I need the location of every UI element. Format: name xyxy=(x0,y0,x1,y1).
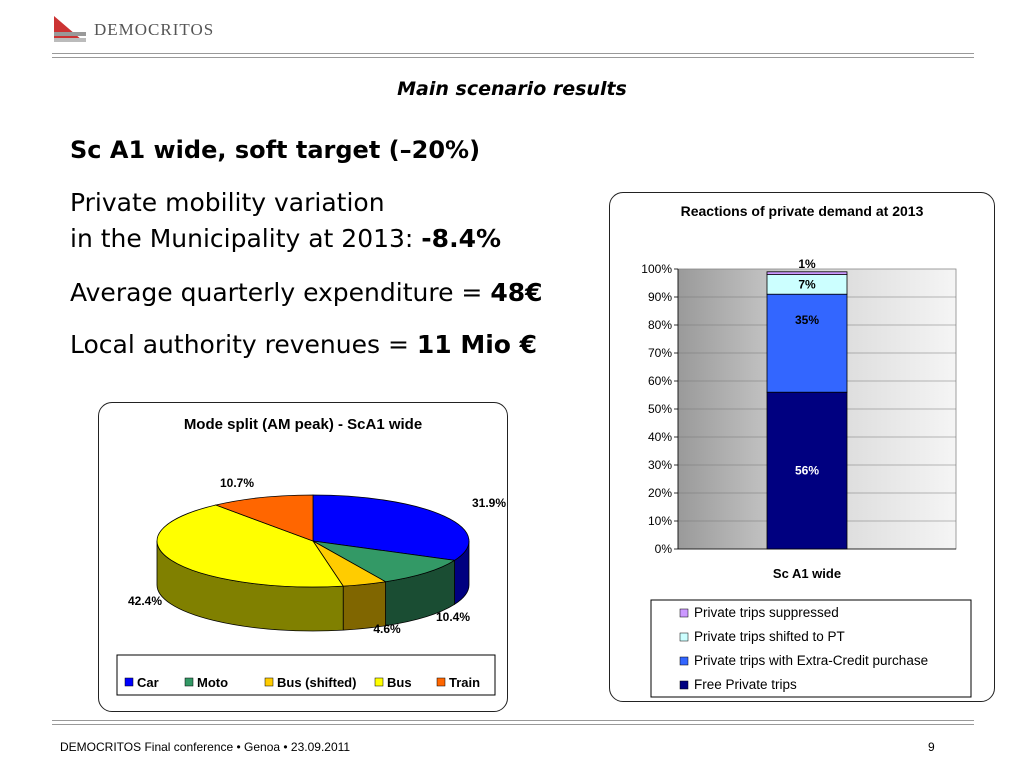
y-tick-label: 20% xyxy=(648,486,672,500)
y-tick-label: 40% xyxy=(648,430,672,444)
legend-label: Bus xyxy=(387,675,412,690)
revenues-value: 11 Mio € xyxy=(416,330,538,359)
legend-label: Private trips suppressed xyxy=(694,605,839,620)
legend-label: Free Private trips xyxy=(694,677,797,692)
y-tick-label: 30% xyxy=(648,458,672,472)
bar-data-label: 1% xyxy=(798,257,816,271)
legend-swatch xyxy=(679,608,689,618)
expenditure-line: Average quarterly expenditure = 48€ xyxy=(70,278,543,307)
y-tick-label: 80% xyxy=(648,318,672,332)
legend-swatch xyxy=(374,677,384,687)
pie-data-label: 10.4% xyxy=(436,610,470,624)
legend-swatch xyxy=(184,677,194,687)
pie-slice-bus xyxy=(156,504,344,588)
legend-swatch xyxy=(124,677,134,687)
expenditure-value: 48€ xyxy=(490,278,543,307)
y-tick-label: 90% xyxy=(648,290,672,304)
y-tick-label: 0% xyxy=(655,542,673,556)
democritos-logo xyxy=(54,16,86,42)
bar-data-label: 7% xyxy=(798,277,816,291)
bar-segment-free-private-trips xyxy=(766,391,848,550)
pie-data-label: 31.9% xyxy=(472,496,506,510)
y-tick-label: 100% xyxy=(641,262,672,276)
logo-text: DEMOCRITOS xyxy=(94,20,215,39)
pie-data-label: 10.7% xyxy=(220,476,254,490)
footer-divider xyxy=(52,720,974,725)
page-number: 9 xyxy=(928,740,935,754)
scenario-heading: Sc A1 wide, soft target (–20%) xyxy=(70,136,481,164)
legend-label: Train xyxy=(449,675,480,690)
private-demand-chart: Reactions of private demand at 2013 0% 10… xyxy=(641,203,972,698)
legend-label: Private trips shifted to PT xyxy=(694,629,845,644)
legend-label: Moto xyxy=(197,675,228,690)
bar-data-label: 35% xyxy=(795,313,819,327)
footer-text: DEMOCRITOS Final conference • Genoa • 23… xyxy=(60,740,351,754)
pie-chart-title: Mode split (AM peak) - ScA1 wide xyxy=(184,416,422,433)
y-tick-label: 70% xyxy=(648,346,672,360)
bar-legend-box xyxy=(650,599,972,698)
bar-chart-title: Reactions of private demand at 2013 xyxy=(681,203,924,219)
legend-swatch xyxy=(679,656,689,666)
bar-data-label: 56% xyxy=(795,464,819,478)
legend-swatch xyxy=(679,632,689,642)
pie-slice-car xyxy=(312,494,470,561)
legend-label: Private trips with Extra-Credit purchase xyxy=(694,653,928,668)
y-tick-label: 50% xyxy=(648,402,672,416)
mode-split-chart: Mode split (AM peak) - ScA1 wide 31.9% 10… xyxy=(116,416,506,696)
legend-swatch xyxy=(679,680,689,690)
y-tick-label: 10% xyxy=(648,514,672,528)
pie-slice-moto xyxy=(312,540,456,583)
revenues-line: Local authority revenues = 11 Mio € xyxy=(70,330,538,359)
legend-swatch xyxy=(436,677,446,687)
pie-legend-box xyxy=(116,654,496,696)
y-tick-label: 60% xyxy=(648,374,672,388)
pie-slice-train xyxy=(214,494,314,542)
mobility-label-line-2: in the Municipality at 2013: -8.4% xyxy=(70,224,502,253)
mode-split-chart-panel: Mode split (AM peak) - ScA1 wide 31.9% 10… xyxy=(98,402,508,712)
pie-data-label: 42.4% xyxy=(128,594,162,608)
legend-label: Bus (shifted) xyxy=(277,675,356,690)
bar-segment-private-trips-suppressed xyxy=(766,271,848,276)
private-demand-chart-panel: Reactions of private demand at 2013 0% 10… xyxy=(609,192,995,702)
bar-segment-private-trips-with-extra-credit-purchase xyxy=(766,293,848,393)
mobility-value: -8.4% xyxy=(421,224,502,253)
legend-label: Car xyxy=(137,675,159,690)
legend-swatch xyxy=(264,677,274,687)
mobility-label-line-1: Private mobility variation xyxy=(70,188,385,217)
pie-data-label: 4.6% xyxy=(373,622,401,636)
x-category-label: Sc A1 wide xyxy=(773,566,841,581)
slide-title: Main scenario results xyxy=(397,78,627,100)
header-divider xyxy=(52,53,974,58)
